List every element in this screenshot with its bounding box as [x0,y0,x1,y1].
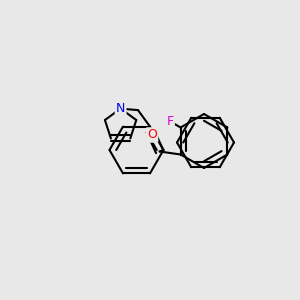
Text: F: F [167,115,174,128]
Text: N: N [116,102,125,115]
Text: O: O [147,128,157,142]
